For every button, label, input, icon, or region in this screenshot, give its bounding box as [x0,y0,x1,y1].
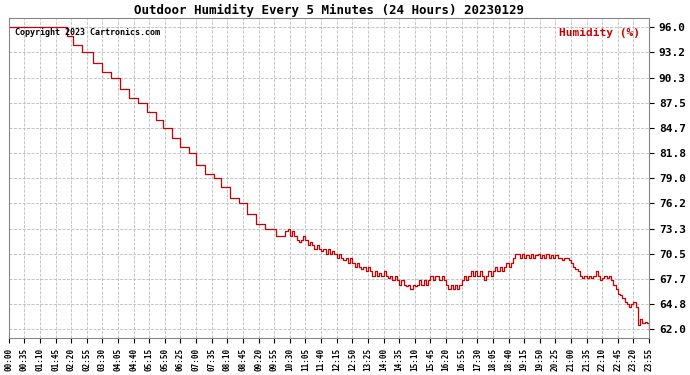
Text: Humidity (%): Humidity (%) [558,28,640,38]
Title: Outdoor Humidity Every 5 Minutes (24 Hours) 20230129: Outdoor Humidity Every 5 Minutes (24 Hou… [134,4,524,17]
Text: Copyright 2023 Cartronics.com: Copyright 2023 Cartronics.com [15,28,160,37]
